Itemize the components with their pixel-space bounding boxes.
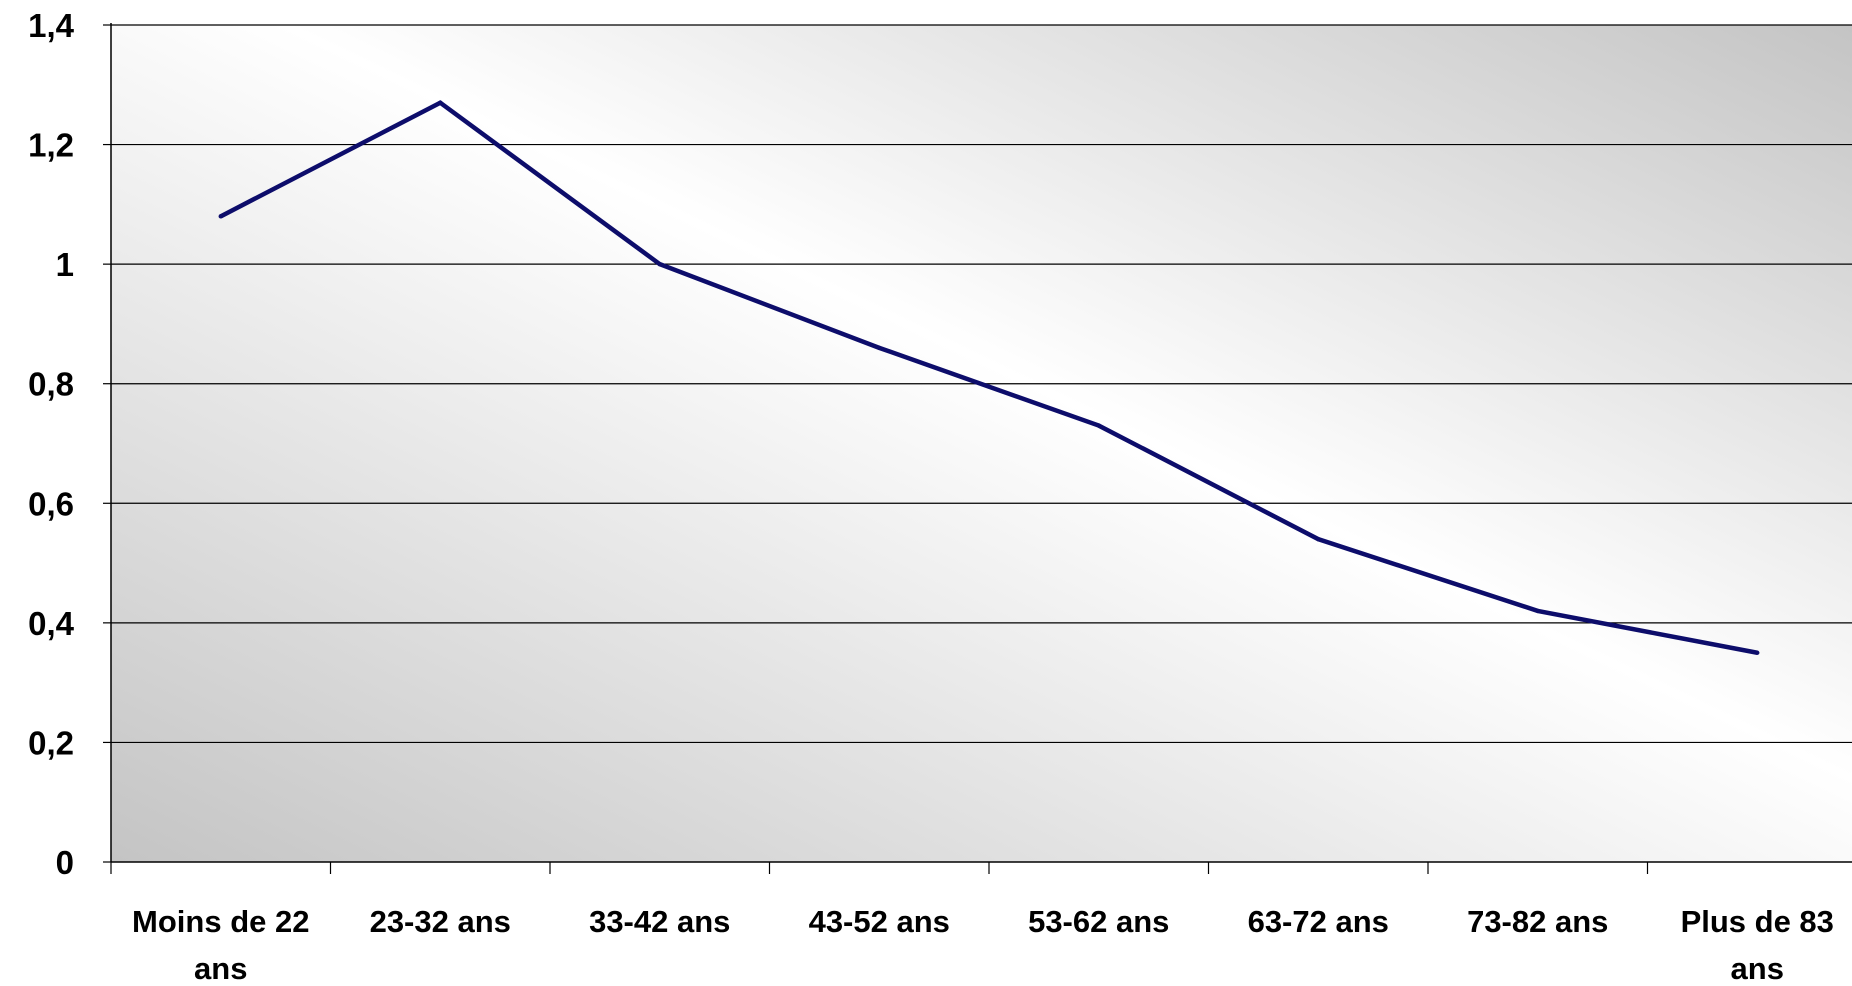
data-point — [1535, 608, 1540, 614]
y-tick-label: 1,2 — [28, 127, 74, 164]
series-line — [219, 100, 1758, 655]
data-point — [1096, 423, 1101, 428]
y-tick-label: 0,2 — [28, 724, 74, 761]
data-point — [438, 100, 443, 105]
x-tick-label: 73-82 ans — [1467, 904, 1608, 939]
y-tick-label: 0,6 — [28, 485, 74, 522]
x-tick-label: Moins de 22 ans — [132, 904, 309, 981]
x-tick-label: 43-52 ans — [809, 904, 950, 939]
x-tick-label: Plus de 83 ans — [1681, 904, 1834, 981]
x-tick-label: 33-42 ans — [589, 904, 730, 939]
x-tick-label: 63-72 ans — [1248, 904, 1389, 939]
y-tick-label: 0,8 — [28, 366, 74, 403]
axes — [103, 23, 1852, 874]
gridlines — [111, 24, 1852, 744]
data-point — [218, 214, 223, 219]
y-tick-label: 1,4 — [28, 7, 75, 44]
y-tick-label: 0,4 — [28, 605, 75, 642]
y-tick-label: 0 — [56, 844, 74, 881]
x-tick-label: 23-32 ans — [370, 904, 511, 939]
data-point — [1316, 536, 1321, 542]
data-point — [1755, 650, 1760, 655]
tick-labels: 0 0,2 0,4 0,6 0,8 1 1,2 1,4 Moins de 22 ans 23-32 … — [28, 7, 1834, 986]
y-tick-label: 1 — [56, 246, 74, 283]
x-tick-label: 53-62 ans — [1028, 904, 1169, 939]
data-point — [657, 261, 662, 267]
series-layer — [218, 100, 1760, 655]
data-point — [877, 345, 882, 351]
plot-area-background — [111, 25, 1852, 862]
